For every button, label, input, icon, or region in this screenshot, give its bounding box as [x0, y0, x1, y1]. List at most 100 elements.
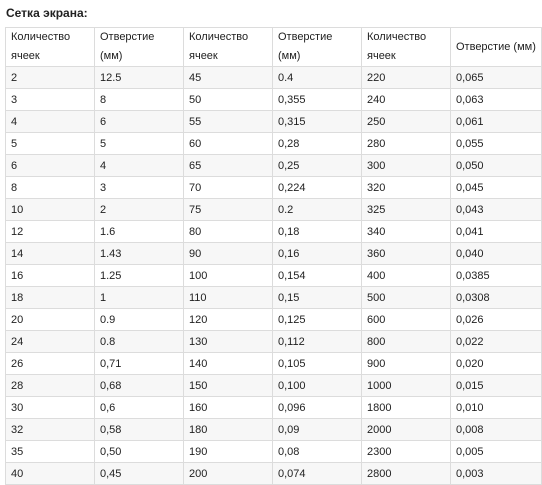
table-cell: 800 [361, 330, 451, 353]
table-cell: 1.25 [94, 264, 184, 287]
table-cell: 0,096 [272, 396, 362, 419]
header-cell-aperture-2: Отверстие (мм) [272, 27, 362, 67]
table-row: 35 0,50 190 0,08 2300 0,005 [5, 440, 542, 463]
table-cell: 8 [5, 176, 95, 199]
table-cell: 1.43 [94, 242, 184, 265]
table-cell: 0,010 [450, 396, 542, 419]
table-cell: 2800 [361, 462, 451, 485]
table-row: 26 0,71 140 0,105 900 0,020 [5, 352, 542, 375]
table-row: 3 8 50 0,355 240 0,063 [5, 88, 542, 111]
table-cell: 60 [183, 132, 273, 155]
table-cell: 360 [361, 242, 451, 265]
table-cell: 130 [183, 330, 273, 353]
table-cell: 0,061 [450, 110, 542, 133]
table-cell: 5 [5, 132, 95, 155]
header-row: Количество ячеек Отверстие (мм) Количест… [5, 27, 542, 67]
table-row: 28 0,68 150 0,100 1000 0,015 [5, 374, 542, 397]
table-cell: 1.6 [94, 220, 184, 243]
table-cell: 0,063 [450, 88, 542, 111]
table-cell: 250 [361, 110, 451, 133]
table-cell: 900 [361, 352, 451, 375]
table-row: 8 3 70 0,224 320 0,045 [5, 176, 542, 199]
table-cell: 0.4 [272, 66, 362, 89]
table-row: 18 1 110 0,15 500 0,0308 [5, 286, 542, 309]
header-cell-mesh-count-3: Количество ячеек [361, 27, 451, 67]
table-cell: 28 [5, 374, 95, 397]
table-cell: 0,6 [94, 396, 184, 419]
table-cell: 0,28 [272, 132, 362, 155]
table-cell: 40 [5, 462, 95, 485]
table-cell: 240 [361, 88, 451, 111]
table-cell: 400 [361, 264, 451, 287]
table-row: 6 4 65 0,25 300 0,050 [5, 154, 542, 177]
table-cell: 2 [5, 66, 95, 89]
table-cell: 2300 [361, 440, 451, 463]
table-cell: 3 [94, 176, 184, 199]
table-row: 12 1.6 80 0,18 340 0,041 [5, 220, 542, 243]
table-cell: 0,08 [272, 440, 362, 463]
table-cell: 500 [361, 286, 451, 309]
table-cell: 0,041 [450, 220, 542, 243]
table-cell: 0,224 [272, 176, 362, 199]
table-cell: 0,50 [94, 440, 184, 463]
table-cell: 3 [5, 88, 95, 111]
table-cell: 26 [5, 352, 95, 375]
table-cell: 0,125 [272, 308, 362, 331]
header-cell-aperture-3: Отверстие (мм) [450, 27, 542, 67]
table-row: 30 0,6 160 0,096 1800 0,010 [5, 396, 542, 419]
table-cell: 0,026 [450, 308, 542, 331]
table-cell: 4 [5, 110, 95, 133]
table-cell: 14 [5, 242, 95, 265]
table-cell: 50 [183, 88, 273, 111]
table-cell: 75 [183, 198, 273, 221]
header-cell-mesh-count-1: Количество ячеек [5, 27, 95, 67]
table-row: 10 2 75 0.2 325 0,043 [5, 198, 542, 221]
table-cell: 70 [183, 176, 273, 199]
table-cell: 0,005 [450, 440, 542, 463]
table-cell: 90 [183, 242, 273, 265]
table-cell: 100 [183, 264, 273, 287]
table-cell: 0,58 [94, 418, 184, 441]
table-row: 20 0.9 120 0,125 600 0,026 [5, 308, 542, 331]
table-cell: 8 [94, 88, 184, 111]
table-cell: 1800 [361, 396, 451, 419]
table-cell: 2 [94, 198, 184, 221]
table-cell: 320 [361, 176, 451, 199]
table-body: 2 12.5 45 0.4 220 0,065 3 8 50 0,355 240 0,063 4 6 55 0… [5, 66, 542, 485]
table-cell: 0,020 [450, 352, 542, 375]
table-cell: 0,065 [450, 66, 542, 89]
table-cell: 0,315 [272, 110, 362, 133]
table-cell: 0,0385 [450, 264, 542, 287]
table-cell: 0,09 [272, 418, 362, 441]
table-cell: 24 [5, 330, 95, 353]
table-cell: 300 [361, 154, 451, 177]
table-cell: 0,71 [94, 352, 184, 375]
table-cell: 2000 [361, 418, 451, 441]
table-cell: 0,112 [272, 330, 362, 353]
table-cell: 140 [183, 352, 273, 375]
table-row: 5 5 60 0,28 280 0,055 [5, 132, 542, 155]
table-cell: 1 [94, 286, 184, 309]
table-cell: 65 [183, 154, 273, 177]
table-cell: 0,16 [272, 242, 362, 265]
table-cell: 80 [183, 220, 273, 243]
table-cell: 10 [5, 198, 95, 221]
table-cell: 0,105 [272, 352, 362, 375]
table-row: 14 1.43 90 0,16 360 0,040 [5, 242, 542, 265]
header-cell-aperture-1: Отверстие (мм) [94, 27, 184, 67]
table-cell: 6 [5, 154, 95, 177]
table-cell: 4 [94, 154, 184, 177]
table-cell: 0.9 [94, 308, 184, 331]
table-cell: 0,045 [450, 176, 542, 199]
mesh-size-table: Количество ячеек Отверстие (мм) Количест… [5, 27, 542, 485]
table-cell: 160 [183, 396, 273, 419]
table-cell: 0,003 [450, 462, 542, 485]
table-cell: 55 [183, 110, 273, 133]
table-cell: 0,154 [272, 264, 362, 287]
header-cell-mesh-count-2: Количество ячеек [183, 27, 273, 67]
table-cell: 0,355 [272, 88, 362, 111]
table-cell: 200 [183, 462, 273, 485]
table-cell: 0,0308 [450, 286, 542, 309]
table-cell: 0.8 [94, 330, 184, 353]
table-cell: 32 [5, 418, 95, 441]
